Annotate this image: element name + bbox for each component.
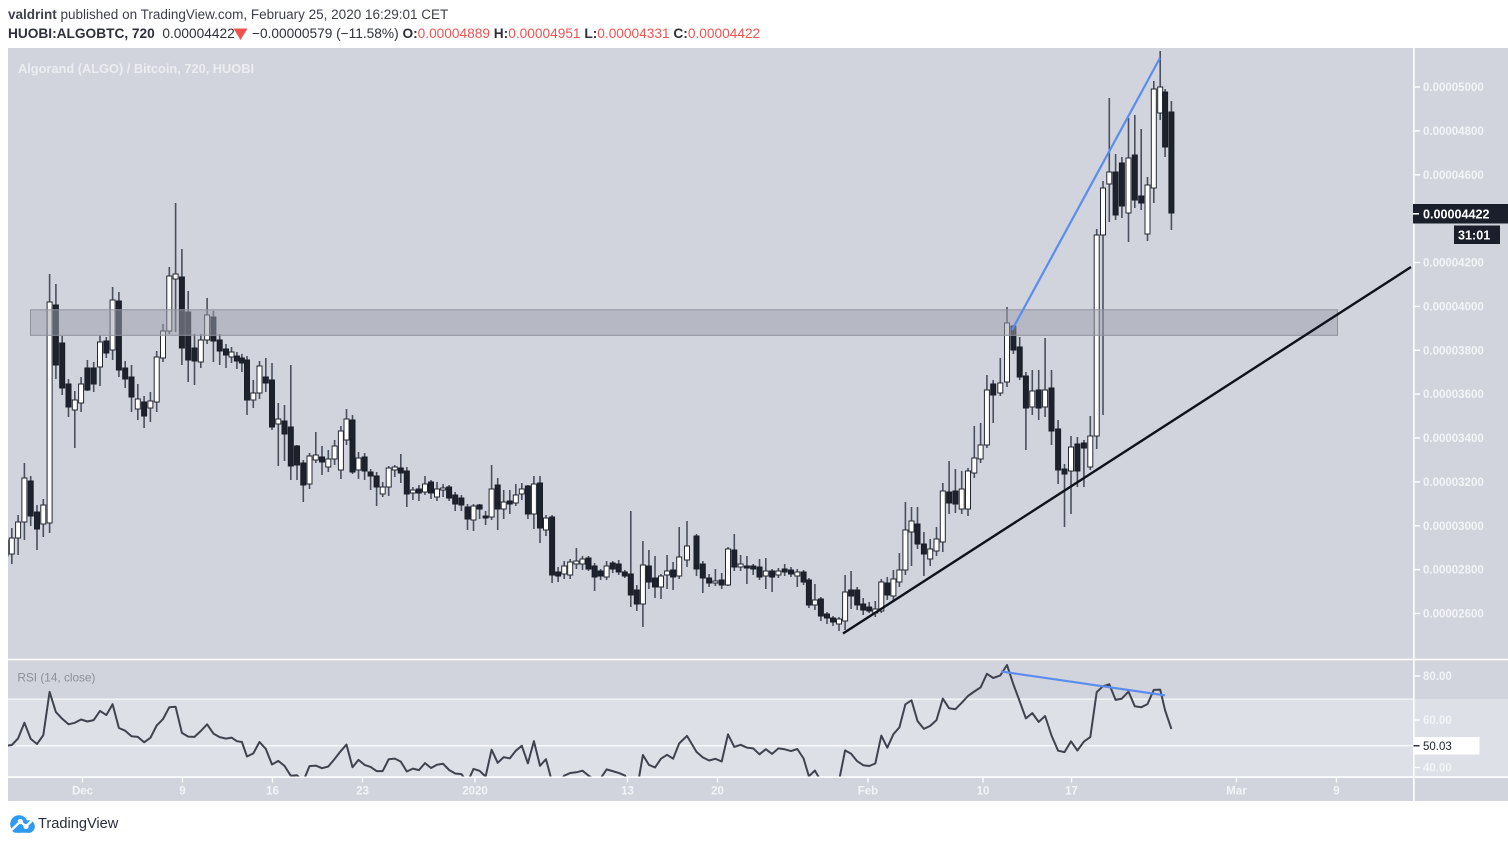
svg-text:60.00: 60.00 xyxy=(1423,715,1452,727)
svg-text:10: 10 xyxy=(977,786,990,798)
svg-text:−0.00000579 (−11.58%) O:0.0000: −0.00000579 (−11.58%) O:0.00004889 H:0.0… xyxy=(252,26,760,41)
svg-text:20: 20 xyxy=(711,786,724,798)
svg-text:23: 23 xyxy=(356,786,369,798)
svg-text:2020: 2020 xyxy=(462,786,488,798)
svg-text:Mar: Mar xyxy=(1226,786,1247,798)
svg-text:40.00: 40.00 xyxy=(1423,763,1452,775)
svg-text:9: 9 xyxy=(179,786,185,798)
svg-text:0.00004200: 0.00004200 xyxy=(1423,258,1484,270)
svg-text:0.00002800: 0.00002800 xyxy=(1423,565,1484,577)
svg-text:0.00004000: 0.00004000 xyxy=(1423,301,1484,313)
svg-text:RSI (14, close): RSI (14, close) xyxy=(17,671,95,685)
svg-text:0.00005000: 0.00005000 xyxy=(1423,82,1484,94)
svg-text:Dec: Dec xyxy=(72,786,94,798)
svg-text:0.00004800: 0.00004800 xyxy=(1423,126,1484,138)
svg-text:50.03: 50.03 xyxy=(1423,741,1452,753)
svg-text:13: 13 xyxy=(621,786,634,798)
svg-text:TradingView: TradingView xyxy=(38,816,119,832)
svg-text:31:01: 31:01 xyxy=(1458,229,1490,243)
svg-text:0.00002600: 0.00002600 xyxy=(1423,609,1484,621)
svg-text:17: 17 xyxy=(1065,786,1078,798)
svg-text:0.00004600: 0.00004600 xyxy=(1423,170,1484,182)
svg-text:0.00003800: 0.00003800 xyxy=(1423,345,1484,357)
svg-text:0.00004422: 0.00004422 xyxy=(1423,208,1490,222)
svg-text:Feb: Feb xyxy=(858,786,878,798)
svg-text:0.00003200: 0.00003200 xyxy=(1423,477,1484,489)
svg-text:valdrint published on TradingV: valdrint published on TradingView.com, F… xyxy=(8,7,448,22)
svg-text:9: 9 xyxy=(1333,786,1339,798)
svg-text:80.00: 80.00 xyxy=(1423,671,1452,683)
svg-text:0.00003600: 0.00003600 xyxy=(1423,389,1484,401)
svg-text:HUOBI:ALGOBTC, 720 0.00004422: HUOBI:ALGOBTC, 720 0.00004422 xyxy=(8,26,235,41)
svg-text:0.00003400: 0.00003400 xyxy=(1423,433,1484,445)
svg-text:Algorand (ALGO) / Bitcoin, 720: Algorand (ALGO) / Bitcoin, 720, HUOBI xyxy=(18,61,254,76)
svg-text:16: 16 xyxy=(266,786,279,798)
svg-text:0.00003000: 0.00003000 xyxy=(1423,521,1484,533)
